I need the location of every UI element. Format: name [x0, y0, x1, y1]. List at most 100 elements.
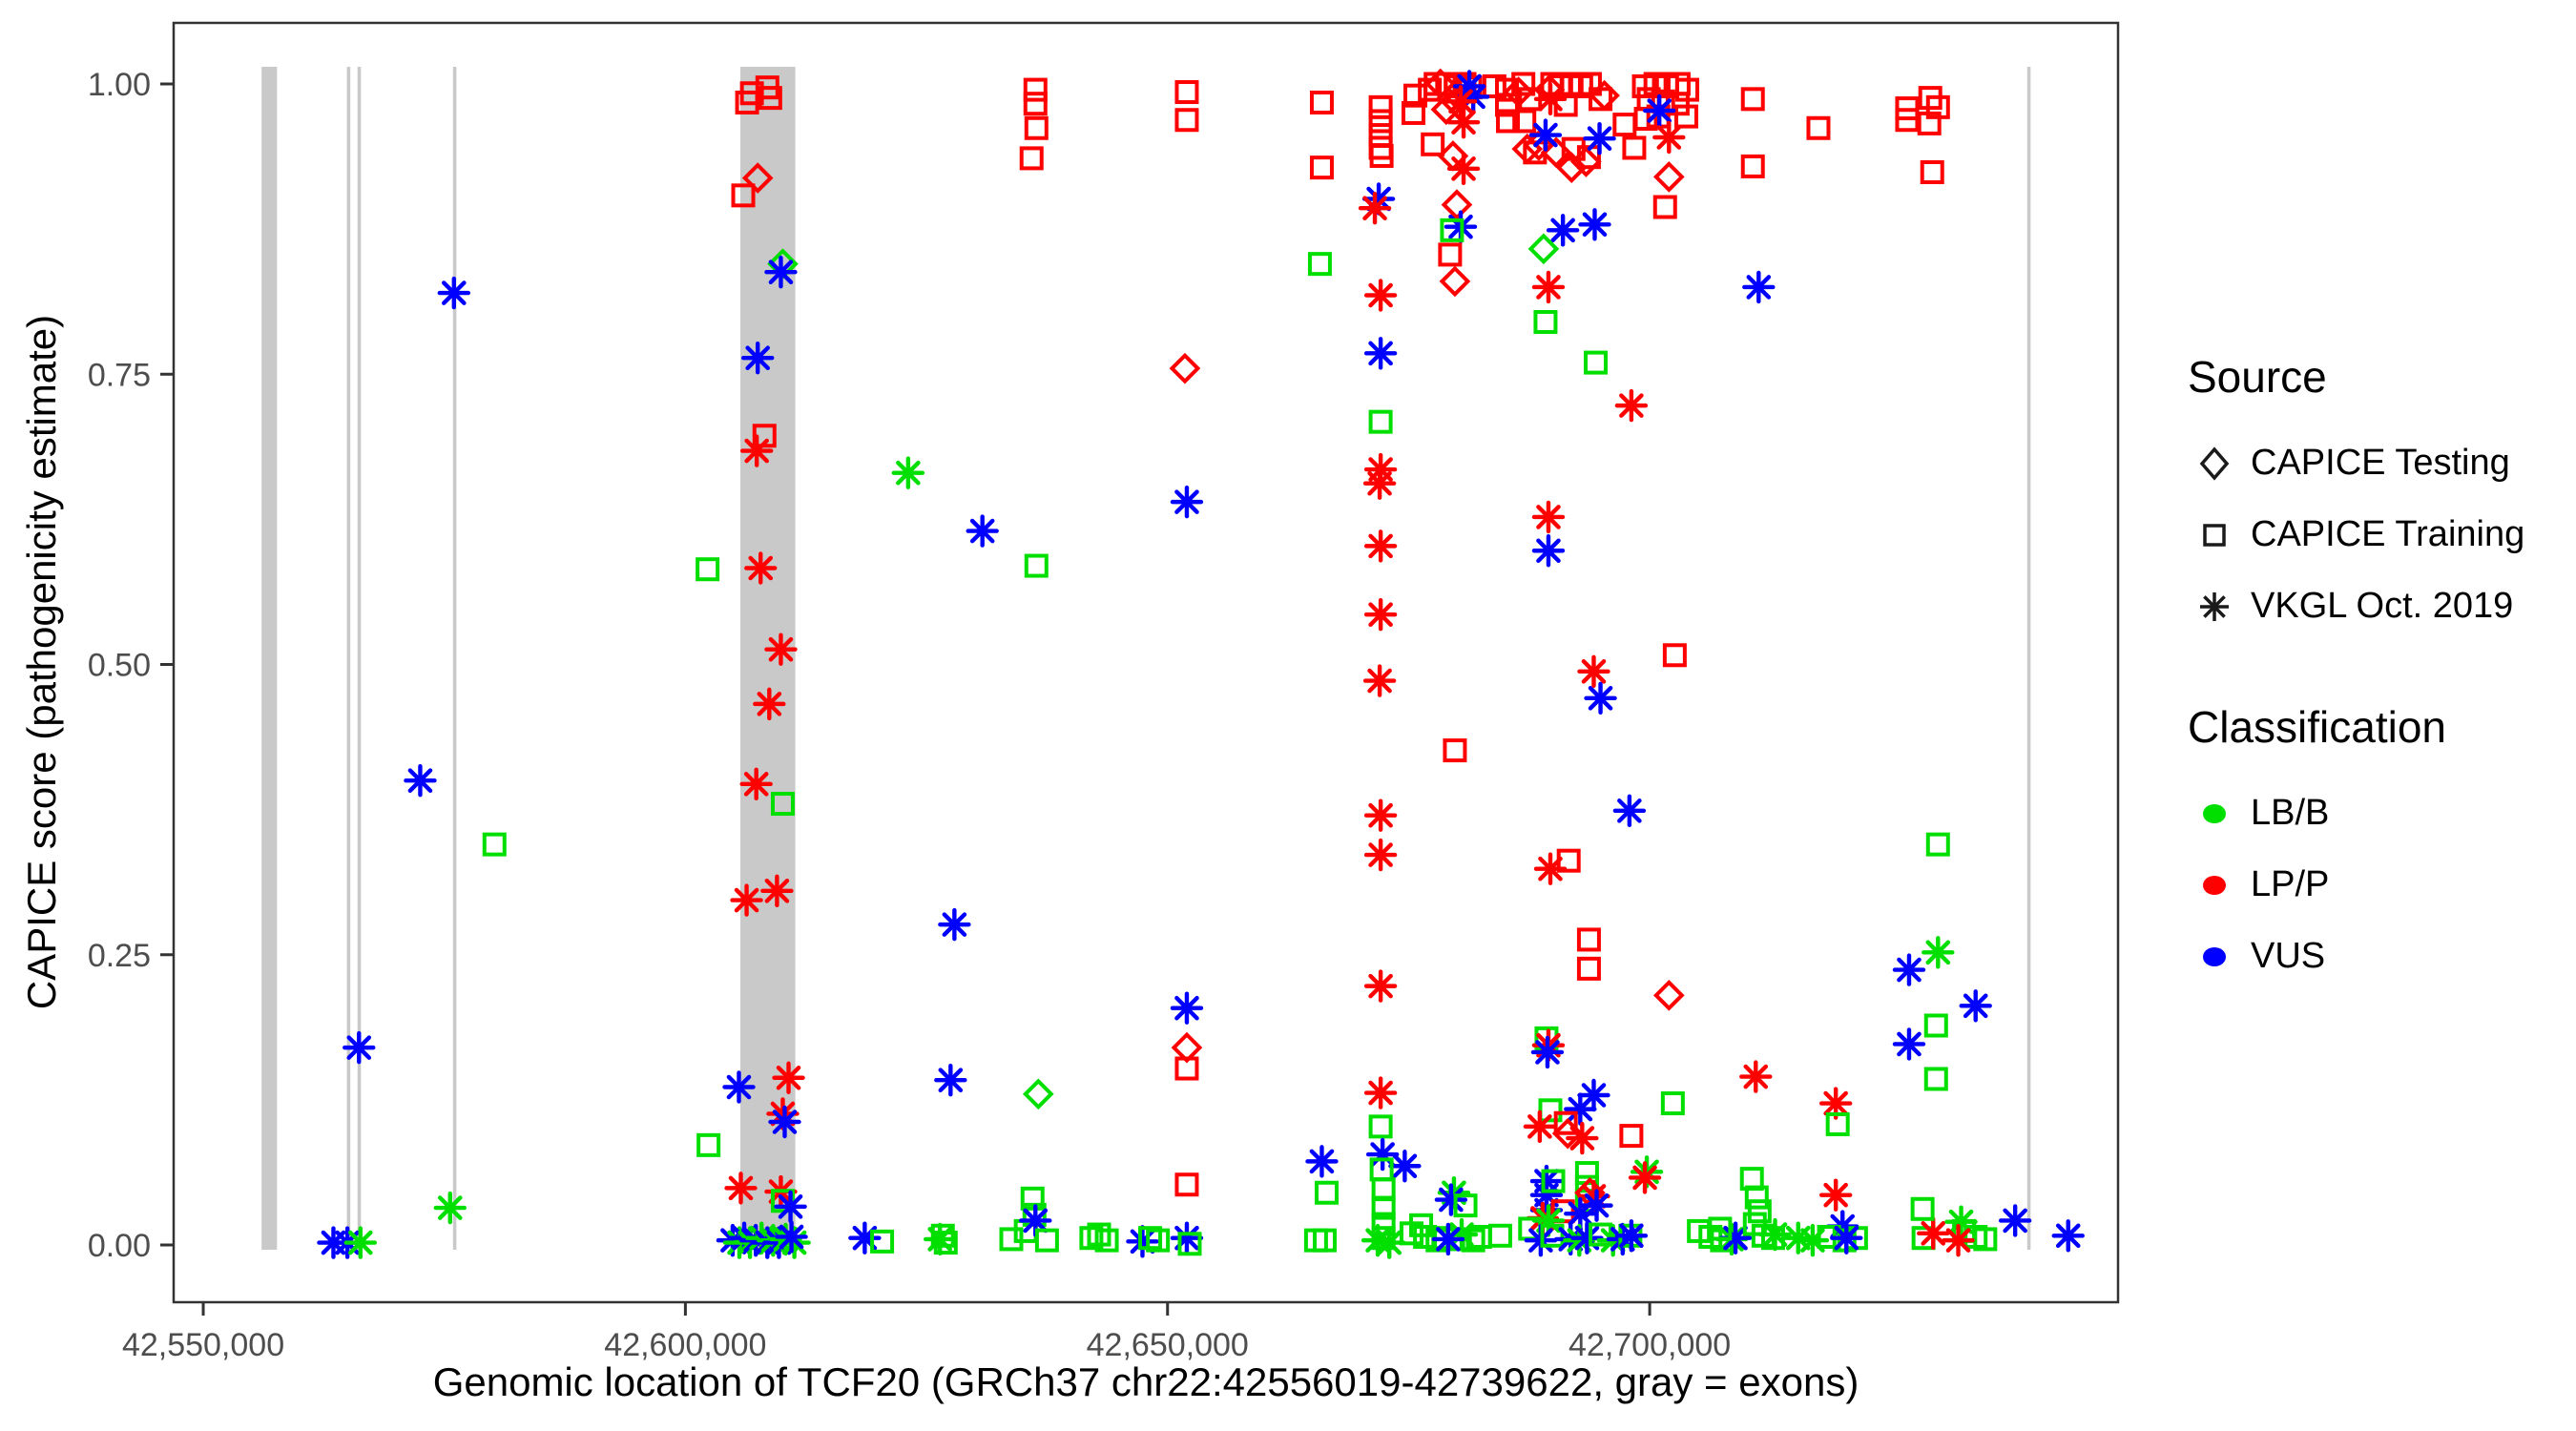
data-point [870, 1229, 895, 1254]
data-point [758, 86, 782, 111]
data-point [760, 874, 794, 908]
data-point [1363, 969, 1398, 1003]
data-point [730, 883, 763, 917]
x-tick-label: 42,600,000 [604, 1327, 766, 1363]
data-point [1305, 1145, 1339, 1178]
data-point [1439, 265, 1471, 298]
data-point [1020, 1186, 1045, 1211]
data-point [772, 1061, 805, 1094]
legend-item-capice-training: CAPICE Training [2188, 499, 2524, 570]
data-point [1368, 1114, 1393, 1139]
data-point [1925, 94, 1950, 119]
data-point [775, 1220, 808, 1254]
data-point [1315, 1180, 1340, 1205]
legend-source-title: Source [2188, 352, 2327, 402]
data-point [764, 255, 798, 289]
data-point [433, 1191, 467, 1225]
data-point [1531, 534, 1566, 568]
data-point [1401, 100, 1425, 125]
data-point [1363, 838, 1398, 872]
data-point [741, 162, 774, 194]
data-point [1892, 1027, 1926, 1061]
data-point [722, 1070, 756, 1104]
y-tick-label: 0.25 [88, 938, 151, 974]
exon-band [346, 67, 351, 1251]
data-point [1368, 123, 1393, 148]
data-point [1309, 90, 1334, 114]
data-point [1973, 1227, 1998, 1252]
data-point [1371, 1195, 1396, 1220]
lbb-dot-icon [2203, 803, 2226, 823]
data-point [1917, 1216, 1950, 1251]
data-point [1170, 485, 1204, 519]
data-point [482, 832, 507, 857]
data-point [934, 1063, 967, 1097]
data-point [1895, 108, 1920, 133]
x-tick-label: 42,650,000 [1087, 1327, 1249, 1363]
data-point [1541, 1169, 1566, 1193]
data-point [1527, 233, 1560, 265]
square-icon [2203, 523, 2226, 547]
data-point [1892, 953, 1926, 986]
data-point [1584, 681, 1617, 716]
data-point [1742, 270, 1776, 304]
data-point [1023, 77, 1048, 102]
data-point [1580, 1189, 1613, 1222]
data-point [1589, 1222, 1613, 1247]
data-point [1388, 1150, 1422, 1183]
data-point [1652, 980, 1685, 1011]
vus-dot-icon [2203, 946, 2226, 966]
data-point [1174, 108, 1199, 133]
data-point [1923, 1013, 1948, 1038]
data-point [1309, 156, 1334, 180]
data-point [1652, 161, 1685, 193]
y-tick-label: 0.00 [88, 1228, 151, 1264]
legend-item-label: VKGL Oct. 2019 [2251, 586, 2514, 626]
data-point [924, 1222, 957, 1256]
data-point [1362, 664, 1397, 697]
data-point [1614, 1219, 1649, 1253]
data-point [1830, 1221, 1863, 1255]
data-point [1363, 597, 1398, 632]
data-point [753, 687, 786, 721]
data-point [1431, 1222, 1465, 1256]
x-axis-title: Genomic location of TCF20 (GRCh37 chr22:… [432, 1359, 1859, 1404]
data-point [2051, 1219, 2085, 1253]
data-point [966, 514, 999, 548]
data-point [1446, 152, 1481, 186]
y-tick-label: 0.50 [88, 648, 151, 684]
legend: Source CAPICE Testing CAPICE Training [2188, 351, 2524, 992]
data-point [1628, 1161, 1662, 1194]
data-point [1363, 279, 1398, 312]
data-point [1662, 643, 1687, 668]
legend-item-label: CAPICE Training [2251, 514, 2525, 554]
data-point [891, 456, 925, 489]
data-point [1079, 1226, 1104, 1251]
data-point [1570, 146, 1602, 177]
data-point [1174, 1172, 1199, 1197]
data-point [1553, 1110, 1578, 1135]
data-point [1531, 500, 1566, 534]
data-point [1024, 553, 1049, 578]
data-point [1094, 1228, 1119, 1253]
legend-item-label: LP/P [2251, 864, 2330, 904]
legend-gap [2188, 642, 2524, 701]
data-point [1443, 738, 1467, 763]
diamond-icon [2199, 446, 2230, 481]
data-point [1806, 115, 1831, 140]
data-point [1368, 109, 1393, 134]
data-point [1169, 352, 1201, 384]
data-point [744, 551, 778, 585]
legend-classification-title: Classification [2188, 702, 2446, 752]
data-point [1446, 105, 1481, 139]
data-point [1530, 1035, 1565, 1069]
data-point [1362, 467, 1397, 500]
data-point [1087, 1222, 1111, 1247]
data-point [930, 1223, 955, 1248]
data-point [1578, 208, 1611, 241]
data-point [1358, 192, 1392, 225]
legend-item-label: CAPICE Testing [2251, 443, 2510, 483]
data-point [1307, 252, 1332, 277]
data-point [1747, 1199, 1772, 1224]
data-point [1170, 991, 1204, 1025]
